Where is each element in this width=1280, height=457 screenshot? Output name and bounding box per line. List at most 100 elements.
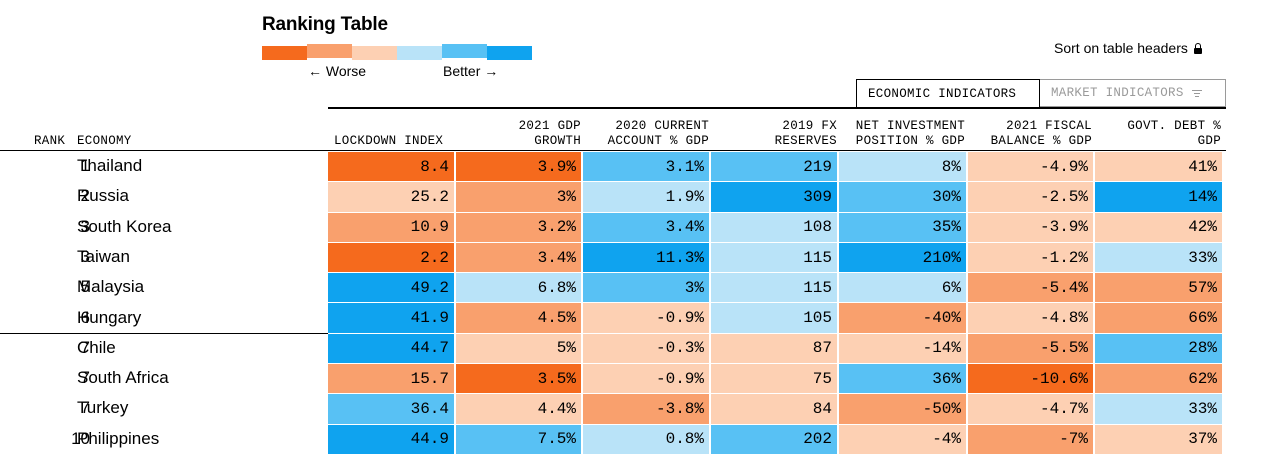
- table-cell: -50%: [839, 394, 966, 425]
- table-cell: 3.4%: [583, 212, 709, 243]
- economy-name: Chile: [77, 337, 116, 357]
- tab-economic-indicators[interactable]: ECONOMIC INDICATORS: [856, 79, 1040, 107]
- col-header-economy[interactable]: ECONOMY: [77, 134, 132, 148]
- table-cell: 42%: [1095, 212, 1222, 243]
- economy-name: Philippines: [77, 428, 160, 448]
- table-cell: 2.2: [328, 242, 454, 274]
- filter-icon: [1191, 89, 1202, 98]
- rank-number: 3: [80, 246, 90, 266]
- table-cell: 62%: [1095, 364, 1222, 395]
- economy-name: Thailand: [77, 156, 143, 175]
- table-row: 44.9 7.5% 0.8% 202 -4% -7% 37%: [328, 424, 1222, 455]
- table-cell: 309: [711, 182, 837, 213]
- table-cell: 105: [711, 303, 837, 334]
- rank-number: 10: [71, 428, 90, 448]
- table-cell: 35%: [839, 212, 966, 243]
- table-cell: 5%: [456, 333, 581, 365]
- table-cell: 41.9: [328, 303, 454, 334]
- rank-number: 5: [80, 277, 90, 297]
- table-cell: 10.9: [328, 212, 454, 243]
- table-cell: 14%: [1095, 182, 1222, 213]
- col-header-net-investment[interactable]: NET INVESTMENT POSITION % GDP: [855, 119, 965, 148]
- table-cell: 44.7: [328, 333, 454, 365]
- table-cell: 1.9%: [583, 182, 709, 213]
- rank-number: 7: [80, 368, 90, 388]
- table-cell: 37%: [1095, 424, 1222, 455]
- rank-number: 6: [80, 307, 90, 327]
- table-cell: -7%: [968, 424, 1093, 455]
- table-cell: 25.2: [328, 182, 454, 213]
- page-title: Ranking Table: [262, 14, 388, 35]
- table-cell: -5.5%: [968, 333, 1093, 365]
- col-header-govt-debt[interactable]: GOVT. DEBT % GDP: [1127, 119, 1221, 148]
- table-cell: 219: [711, 152, 837, 183]
- table-cell: 75: [711, 364, 837, 395]
- table-cell: 30%: [839, 182, 966, 213]
- tab-market-label: MARKET INDICATORS: [1051, 86, 1184, 100]
- table-cell: 6%: [839, 273, 966, 304]
- legend-swatch: [442, 44, 487, 58]
- table-cell: -40%: [839, 303, 966, 334]
- table-cell: 108: [711, 212, 837, 243]
- table-row: 36.4 4.4% -3.8% 84 -50% -4.7% 33%: [328, 394, 1222, 425]
- table-cell: -4.7%: [968, 394, 1093, 425]
- table-cell: 6.8%: [456, 273, 581, 304]
- col-header-fx-reserves[interactable]: 2019 FX RESERVES: [774, 119, 837, 148]
- table-cell: -10.6%: [968, 364, 1093, 395]
- table-row: 44.7 5% -0.3% 87 -14% -5.5% 28%: [328, 333, 1222, 365]
- table-cell: -14%: [839, 333, 966, 365]
- table-cell: 33%: [1095, 394, 1222, 425]
- table-cell: -1.2%: [968, 242, 1093, 274]
- table-cell: 84: [711, 394, 837, 425]
- table-cell: 0.8%: [583, 424, 709, 455]
- table-cell: -4%: [839, 424, 966, 455]
- col-header-current-account[interactable]: 2020 CURRENT ACCOUNT % GDP: [607, 119, 709, 148]
- table-row: 10.9 3.2% 3.4% 108 35% -3.9% 42%: [328, 212, 1222, 243]
- economy-name: Russia: [77, 186, 129, 206]
- economy-name: Hungary: [77, 307, 142, 327]
- table-cell: 210%: [839, 242, 966, 274]
- table-cell: 8%: [839, 152, 966, 183]
- legend-worse-label: ← Worse: [308, 63, 367, 79]
- economy-name: Taiwan: [77, 246, 130, 266]
- col-header-lockdown[interactable]: LOCKDOWN INDEX: [334, 134, 444, 148]
- table-cell: 3%: [456, 182, 581, 213]
- table-cell: -4.8%: [968, 303, 1093, 334]
- table-cell: 11.3%: [583, 242, 709, 274]
- table-cell: -3.9%: [968, 212, 1093, 243]
- table-cell: 3.1%: [583, 152, 709, 183]
- header-divider: [328, 107, 1226, 109]
- table-cell: 44.9: [328, 424, 454, 455]
- table-cell: 4.4%: [456, 394, 581, 425]
- legend-swatch: [307, 44, 352, 58]
- col-header-gdp-growth[interactable]: 2021 GDP GROWTH: [518, 119, 581, 148]
- legend-swatch: [352, 46, 397, 60]
- economy-name: South Africa: [77, 368, 169, 388]
- table-cell: 36.4: [328, 394, 454, 425]
- table-cell: 202: [711, 424, 837, 455]
- table-cell: 115: [711, 242, 837, 274]
- color-legend: [262, 44, 532, 60]
- table-cell: 66%: [1095, 303, 1222, 334]
- table-cell: 8.4: [328, 152, 454, 183]
- tab-market-indicators[interactable]: MARKET INDICATORS: [1040, 79, 1226, 107]
- table-row: 41.9 4.5% -0.9% 105 -40% -4.8% 66%: [328, 303, 1222, 334]
- rank-number: 7: [80, 337, 90, 357]
- table-row: 2.2 3.4% 11.3% 115 210% -1.2% 33%: [328, 242, 1222, 274]
- table-cell: 3.9%: [456, 152, 581, 183]
- table-cell: 3.5%: [456, 364, 581, 395]
- table-cell: 3.2%: [456, 212, 581, 243]
- legend-swatch: [262, 46, 307, 60]
- col-header-fiscal-balance[interactable]: 2021 FISCAL BALANCE % GDP: [990, 119, 1092, 148]
- rank-number: 1: [80, 156, 90, 175]
- table-cell: 49.2: [328, 273, 454, 304]
- lock-icon: [1193, 42, 1202, 54]
- table-cell: -0.9%: [583, 303, 709, 334]
- table-row: 8.4 3.9% 3.1% 219 8% -4.9% 41%: [328, 152, 1222, 183]
- indicator-tabs: ECONOMIC INDICATORS MARKET INDICATORS: [856, 79, 1226, 107]
- table-cell: -4.9%: [968, 152, 1093, 183]
- col-header-rank[interactable]: RANK: [34, 134, 66, 148]
- table-cell: 7.5%: [456, 424, 581, 455]
- table-cell: -0.9%: [583, 364, 709, 395]
- economy-name: Turkey: [77, 398, 129, 418]
